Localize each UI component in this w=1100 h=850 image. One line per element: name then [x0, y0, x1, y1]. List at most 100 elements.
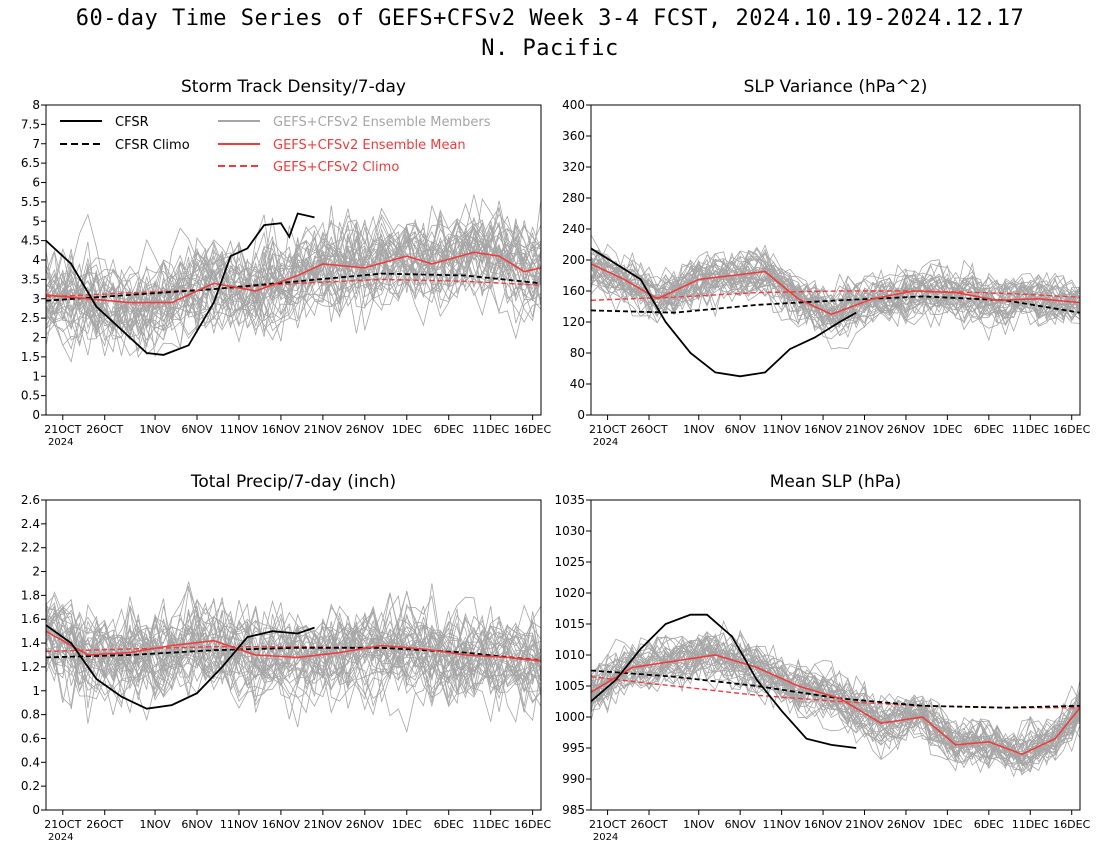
ensemble-member-line — [46, 224, 541, 331]
plot-frame — [590, 104, 1081, 416]
x-year-label: 2024 — [593, 832, 618, 843]
ensemble-member-line — [591, 636, 1080, 754]
y-tick-label: 8 — [32, 98, 40, 112]
ensemble-member-line — [46, 618, 541, 734]
panel-title: Mean SLP (hPa) — [770, 472, 902, 492]
ensemble-member-line — [591, 644, 1080, 766]
ensemble-member-line — [591, 261, 1080, 328]
gefs-climo-line — [46, 278, 541, 298]
x-tick-label: 6NOV — [725, 818, 757, 831]
y-tick-label: 280 — [562, 191, 585, 205]
x-tick-label: 26OCT — [630, 423, 667, 436]
y-tick-label: 2.6 — [21, 493, 40, 507]
x-tick-label: 11NOV — [763, 423, 802, 436]
y-tick-label: 1000 — [554, 710, 585, 724]
y-tick-label: 1030 — [554, 524, 585, 538]
x-tick-label: 21OCT — [44, 818, 81, 831]
y-tick-label: 1020 — [554, 586, 585, 600]
x-tick-label: 16DEC — [1053, 818, 1090, 831]
figure-region: N. Pacific — [481, 36, 619, 61]
y-tick-label: 5.5 — [21, 195, 40, 209]
x-tick-label: 6DEC — [974, 423, 1004, 436]
x-tick-label: 1NOV — [683, 818, 715, 831]
ensemble-mean-line — [46, 251, 541, 304]
panel-title: SLP Variance (hPa^2) — [744, 77, 928, 97]
ensemble-member-line — [591, 648, 1080, 773]
y-tick-label: 40 — [570, 377, 585, 391]
y-tick-label: 995 — [562, 741, 585, 755]
x-tick-label: 21OCT — [44, 423, 81, 436]
legend-gefs-climo-label: GEFS+CFSv2 Climo — [273, 160, 399, 175]
y-tick-label: 1005 — [554, 679, 585, 693]
x-tick-label: 26OCT — [630, 818, 667, 831]
x-tick-label: 6DEC — [974, 818, 1004, 831]
ensemble-member-line — [46, 590, 541, 685]
plot-frame — [45, 104, 542, 416]
y-tick-label: 2.4 — [21, 517, 40, 531]
gefs-climo-line — [591, 676, 1080, 709]
x-tick-label: 21NOV — [845, 423, 884, 436]
y-tick-label: 0 — [577, 408, 585, 422]
ensemble-member-line — [591, 656, 1080, 776]
series-group — [591, 234, 1080, 378]
y-tick-label: 0.8 — [21, 708, 40, 722]
x-tick-label: 11NOV — [763, 818, 802, 831]
y-tick-label: 6 — [32, 176, 40, 190]
y-tick-label: 7 — [32, 137, 40, 151]
series-group — [46, 581, 541, 734]
panel-2: SLP Variance (hPa^2) 0 40 80 120 160 200 240 280… — [562, 77, 1090, 448]
y-tick-label: 400 — [562, 98, 585, 112]
legend-cfsr-label: CFSR — [115, 115, 149, 130]
ensemble-mean-line — [591, 263, 1080, 316]
ensemble-member-line — [46, 603, 541, 695]
series-group — [591, 613, 1080, 778]
x-tick-label: 1NOV — [683, 423, 715, 436]
x-tick-label: 1DEC — [392, 818, 422, 831]
y-tick-label: 120 — [562, 315, 585, 329]
legend-cfsr-climo-label: CFSR Climo — [115, 138, 190, 153]
x-tick-label: 16DEC — [514, 818, 551, 831]
x-year-label: 2024 — [593, 437, 618, 448]
x-tick-label: 11DEC — [1012, 423, 1049, 436]
panel-title: Total Precip/7-day (inch) — [190, 472, 396, 492]
ensemble-member-line — [591, 248, 1080, 325]
y-tick-label: 0.2 — [21, 779, 40, 793]
ensemble-member-line — [46, 620, 541, 696]
y-tick-label: 0.5 — [21, 389, 40, 403]
cfsr-line — [591, 247, 857, 378]
ensemble-member-line — [591, 243, 1080, 309]
y-tick-label: 990 — [562, 772, 585, 786]
x-tick-label: 6DEC — [434, 818, 464, 831]
y-tick-label: 1.8 — [21, 588, 40, 602]
ensemble-member-line — [46, 225, 541, 341]
ensemble-mean-line — [46, 630, 541, 662]
x-tick-label: 1NOV — [139, 818, 171, 831]
y-tick-label: 2 — [32, 331, 40, 345]
x-tick-label: 16DEC — [1053, 423, 1090, 436]
x-tick-label: 11DEC — [1012, 818, 1049, 831]
panel-1: Storm Track Density/7-day 0 0.5 1 1.5 2 2.5 3 3.… — [21, 77, 552, 448]
x-tick-label: 11NOV — [220, 818, 259, 831]
ensemble-member-line — [591, 648, 1080, 773]
ensemble-member-line — [591, 646, 1080, 773]
ensemble-member-line — [46, 213, 541, 317]
x-tick-label: 6NOV — [725, 423, 757, 436]
y-tick-label: 0 — [32, 408, 40, 422]
cfsr-line — [46, 212, 315, 356]
x-tick-label: 1NOV — [139, 423, 171, 436]
panel-4: Mean SLP (hPa) 985 990 995 1000 1005 1010 1015 1… — [554, 472, 1090, 843]
y-tick-label: 1.6 — [21, 612, 40, 626]
y-tick-label: 1010 — [554, 648, 585, 662]
ensemble-member-line — [591, 234, 1080, 321]
y-tick-label: 0.4 — [21, 755, 40, 769]
ensemble-member-line — [46, 599, 541, 676]
y-tick-label: 1 — [32, 684, 40, 698]
y-tick-label: 2.2 — [21, 541, 40, 555]
x-tick-label: 6NOV — [181, 818, 213, 831]
y-tick-label: 1 — [32, 369, 40, 383]
x-tick-label: 26NOV — [346, 818, 385, 831]
panel-title: Storm Track Density/7-day — [181, 77, 406, 97]
y-tick-label: 1.2 — [21, 660, 40, 674]
